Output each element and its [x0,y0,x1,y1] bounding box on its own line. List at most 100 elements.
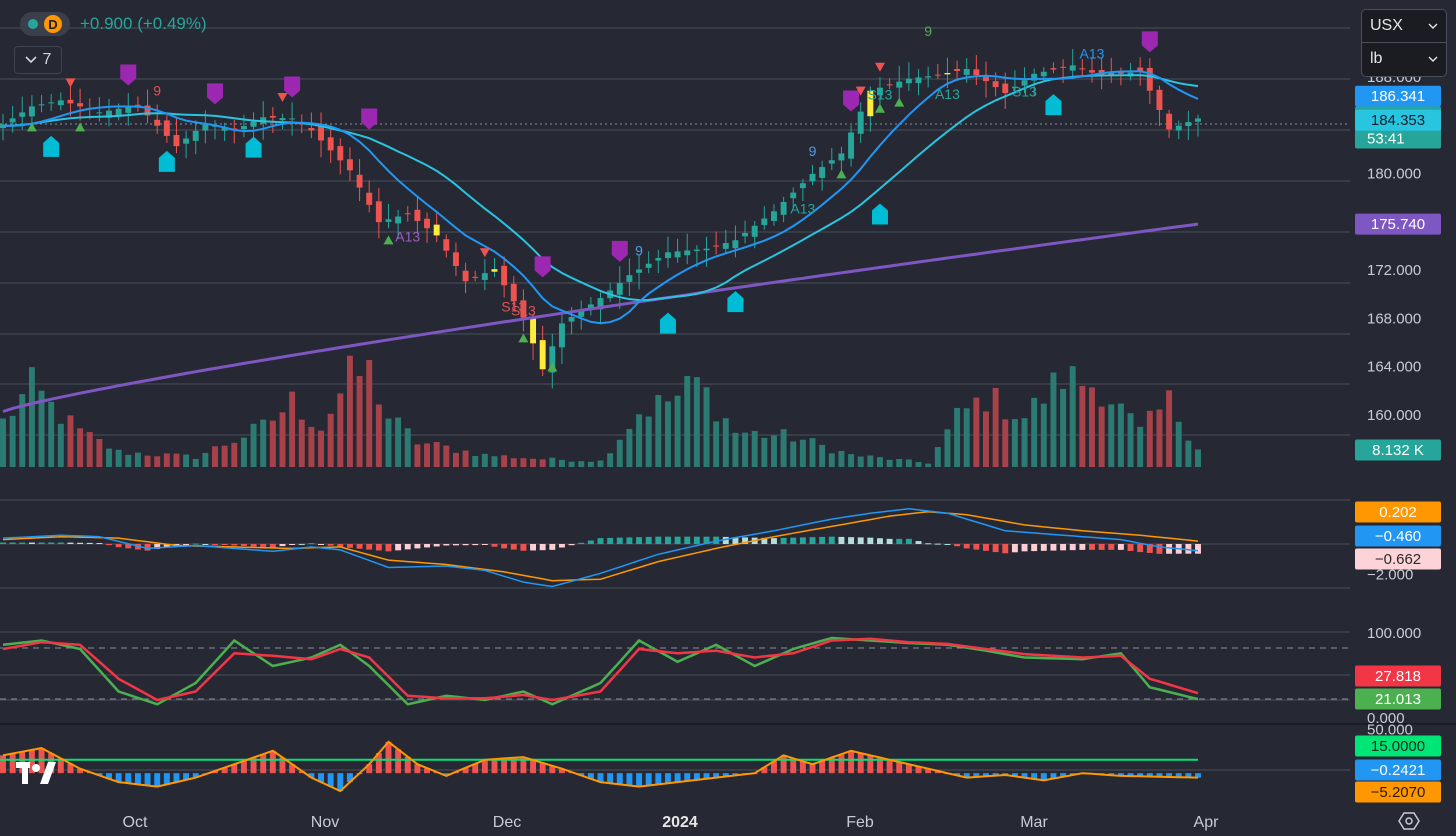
osc-value-label: −5.2070 [1371,784,1426,801]
candle-body [134,104,141,106]
sell-triangle-icon [479,248,490,258]
volume-bar [1089,387,1095,467]
oscillator-bar [838,754,845,774]
candle-body [1069,65,1076,71]
candle-body [269,115,276,118]
volume-bar [106,448,112,467]
oscillator-bar [722,773,729,777]
candle-body [38,104,45,106]
annotation-label: A13 [395,229,420,245]
annotation-label: S13 [511,302,536,318]
symbol-status-pill[interactable]: D [20,12,70,36]
candle-body [703,248,710,251]
price-value-label: 186.341 [1371,88,1425,105]
volume-bar [684,376,691,467]
candle-body [163,120,170,136]
candle [925,66,932,88]
candle-body [1146,67,1153,91]
volume-bar [318,430,324,467]
oscillator-bar [1040,773,1047,781]
macd-histogram-bar [154,544,161,549]
candle-body [404,213,411,215]
oscillator-bar [703,773,710,779]
macd-histogram-bar [1060,544,1067,551]
volume-bar [549,457,556,467]
candle [732,225,739,258]
oscillator-bar [645,773,652,786]
stoch-value-label-bg [1355,665,1441,687]
candle [607,282,614,302]
candle [462,262,469,294]
oscillator-bar [250,757,257,774]
candle-body [346,159,353,171]
volume-bar [337,393,344,467]
candle [549,333,556,389]
volume-bar [1117,403,1124,467]
volume-bar [1166,390,1173,467]
settings-icon[interactable] [1398,812,1420,830]
volume-bar [298,419,305,467]
macd-histogram-bar [857,537,864,544]
macd-tick-label: −2.000 [1367,566,1413,583]
oscillator-bar [134,773,141,785]
macd-histogram-bar [549,544,556,550]
candle-body [96,112,103,114]
macd-histogram-bar [9,542,16,544]
oscillator-bar [337,773,344,792]
volume-bar [607,453,614,467]
oscillator-bar [318,773,324,783]
volume-bar [693,377,700,467]
currency-dropdown[interactable]: USX [1362,10,1446,42]
sell-triangle-icon [855,86,866,96]
oscillator-bar [1050,773,1057,779]
macd-histogram-bar [848,537,855,544]
oscillator-bar [713,773,720,778]
macd-histogram-bar [819,536,826,544]
candle-body [501,265,508,286]
unit-dropdown[interactable]: lb [1362,42,1446,75]
candle-body [549,346,556,373]
volume-bar [1185,440,1192,467]
oscillator-bar [1031,773,1038,779]
unit-selector[interactable]: USX lb [1361,9,1447,77]
price-tick-label: 168.000 [1367,310,1421,327]
macd-histogram-bar [269,544,276,548]
volume-bar [771,435,777,467]
oscillator-bar [395,749,402,774]
oscillator-bar [385,741,392,774]
macd-histogram-bar [212,544,218,545]
candle-body [1079,68,1086,70]
volume-bar [231,442,238,467]
candle-body [1021,80,1028,86]
candle-body [115,108,122,115]
volume-bar [664,401,671,467]
chevron-down-icon [1428,56,1438,62]
candle-body [183,138,190,144]
volume-bar [761,437,768,467]
unit-value: lb [1370,50,1383,67]
candle-body [192,130,199,141]
oscillator-bar [279,757,286,774]
macd-histogram-bar [115,544,122,548]
setup-marker-icon [611,240,628,262]
volume-bar [96,439,103,467]
oscillator-bar [1175,773,1182,778]
macd-histogram-bar [433,544,440,547]
candle [1195,114,1201,137]
indicators-collapse-button[interactable]: 7 [14,46,62,74]
volume-bar [828,453,835,467]
candle [626,258,633,297]
macd-line [2,508,1199,588]
tradingview-logo-icon[interactable] [14,760,60,786]
setup-marker-icon [207,83,224,105]
annotation-label: 9 [924,23,932,39]
candle [144,89,151,124]
price-tick-label: 180.000 [1367,166,1421,183]
candle-body [857,111,864,134]
price-tick-label: 172.000 [1367,262,1421,279]
candle-body [1156,89,1163,110]
candle-body [221,128,228,131]
macd-histogram-bar [954,544,961,547]
macd-histogram-bar [655,536,662,544]
